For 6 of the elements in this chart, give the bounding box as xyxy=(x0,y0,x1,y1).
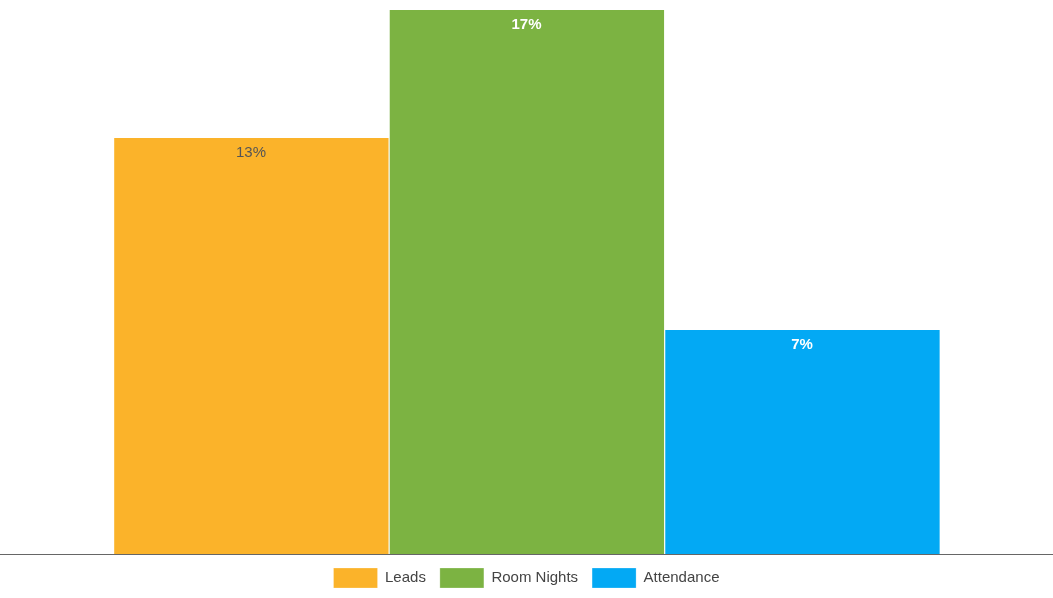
data-label: 17% xyxy=(511,15,542,33)
data-label: 7% xyxy=(791,335,813,353)
legend-label: Attendance xyxy=(643,568,720,586)
data-label: 13% xyxy=(235,143,266,161)
legend-label: Room Nights xyxy=(491,568,579,586)
legend-label: Leads xyxy=(385,568,426,586)
